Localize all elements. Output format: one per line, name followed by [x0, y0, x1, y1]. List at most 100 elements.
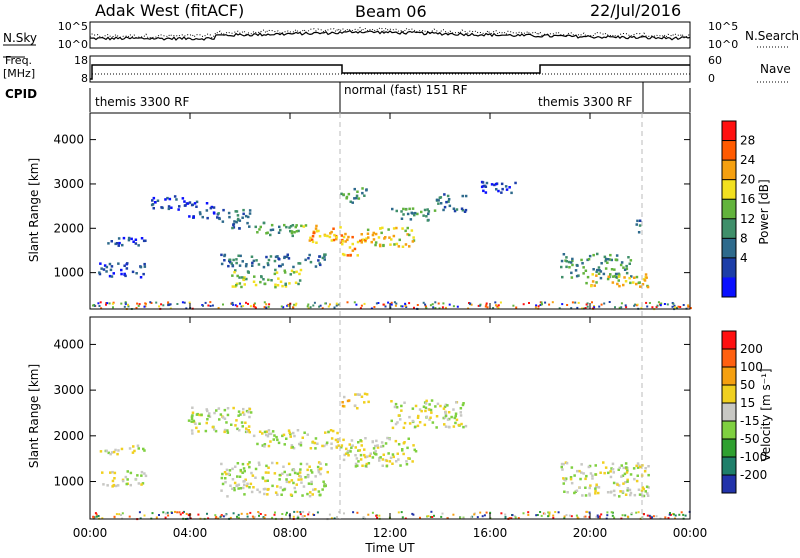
echo-cell: [99, 262, 102, 265]
echo-cell: [379, 456, 382, 459]
echo-cell: [108, 262, 112, 266]
echo-cell: [284, 283, 287, 286]
ground-scatter-cell: [390, 303, 393, 306]
ground-scatter-cell: [659, 304, 662, 307]
ground-scatter-cell: [588, 511, 591, 514]
echo-cell: [300, 478, 303, 481]
nsearch-tick-bottom: 10^0: [708, 38, 738, 51]
echo-cell: [582, 272, 585, 275]
echo-cell: [371, 233, 375, 237]
echo-cell: [304, 224, 308, 227]
ground-scatter-cell: [448, 303, 451, 306]
ground-scatter-cell: [476, 516, 479, 519]
echo-cell: [242, 467, 246, 470]
echo-cell: [239, 254, 242, 258]
echo-cell: [288, 431, 291, 434]
ground-scatter-cell: [299, 511, 302, 514]
echo-cell: [607, 275, 610, 278]
echo-cell: [257, 263, 261, 266]
ground-scatter-cell: [413, 306, 415, 309]
echo-cell: [446, 418, 450, 421]
echo-cell: [294, 490, 297, 494]
echo-cell: [374, 232, 378, 236]
ground-scatter-cell: [620, 302, 623, 305]
echo-cell: [382, 244, 385, 248]
echo-cell: [276, 493, 279, 496]
echo-cell: [412, 236, 415, 239]
ground-scatter-cell: [138, 303, 141, 306]
echo-cell: [604, 259, 607, 263]
echo-cell: [396, 452, 399, 455]
echo-cell: [293, 471, 297, 475]
echo-cell: [295, 230, 299, 233]
echo-cell: [249, 482, 253, 486]
echo-cell: [197, 430, 200, 433]
echo-cell: [374, 444, 377, 448]
echo-cell: [186, 202, 190, 205]
echo-cell: [411, 407, 415, 410]
echo-cell: [355, 194, 359, 198]
colorbar-tick-label: 8: [740, 231, 748, 245]
ground-scatter-cell: [127, 305, 130, 308]
echo-cell: [323, 253, 326, 256]
echo-cell: [444, 411, 447, 414]
ground-scatter-cell: [570, 307, 573, 310]
nsky-label: N.Sky: [3, 31, 37, 45]
ground-scatter-cell: [115, 513, 118, 516]
echo-cell: [637, 488, 641, 491]
echo-cell: [354, 465, 358, 468]
ground-scatter-cell: [540, 301, 543, 304]
ground-scatter-cell: [274, 511, 276, 514]
echo-cell: [114, 242, 117, 246]
ground-scatter-cell: [630, 512, 633, 515]
echo-cell: [400, 217, 404, 220]
echo-cell: [330, 447, 333, 450]
echo-cell: [604, 267, 608, 270]
echo-cell: [279, 486, 282, 489]
echo-cell: [341, 401, 344, 404]
echo-cell: [285, 225, 288, 229]
echo-cell: [372, 447, 376, 450]
ground-scatter-cell: [656, 304, 659, 307]
ground-scatter-cell: [321, 307, 324, 310]
ground-scatter-cell: [167, 304, 170, 307]
echo-cell: [624, 462, 628, 465]
echo-cell: [248, 465, 251, 469]
echo-cell: [265, 430, 268, 433]
echo-cell: [293, 486, 296, 490]
echo-cell: [500, 191, 503, 194]
echo-cell: [111, 479, 115, 483]
echo-cell: [273, 272, 277, 276]
ground-scatter-cell: [397, 511, 400, 514]
colorbar-swatch: [722, 421, 736, 440]
echo-cell: [117, 262, 120, 265]
echo-cell: [241, 216, 244, 219]
ground-scatter-cell: [167, 514, 170, 517]
echo-cell: [289, 273, 292, 276]
echo-cell: [274, 285, 277, 289]
echo-cell: [206, 418, 209, 421]
echo-cell: [341, 242, 344, 246]
ground-scatter-cell: [158, 514, 160, 516]
ground-scatter-cell: [620, 306, 623, 309]
ground-scatter-cell: [470, 516, 473, 519]
ground-scatter-cell: [537, 305, 540, 308]
ground-scatter-cell: [95, 515, 98, 518]
echo-cell: [314, 437, 318, 440]
echo-cell: [250, 471, 253, 475]
echo-cell: [110, 451, 114, 454]
ground-scatter-cell: [197, 513, 200, 516]
echo-cell: [402, 213, 405, 216]
echo-cell: [360, 395, 364, 398]
echo-cell: [646, 492, 649, 495]
echo-cell: [562, 253, 566, 256]
ground-scatter-cell: [155, 301, 158, 304]
echo-cell: [264, 487, 267, 491]
echo-cell: [108, 274, 112, 278]
echo-cell: [241, 260, 244, 263]
ground-scatter-cell: [394, 304, 397, 307]
echo-cell: [599, 270, 603, 273]
echo-cell: [207, 414, 210, 418]
freq-panel: Freq. [MHz] 18 8 60 0 Nave: [3, 54, 791, 85]
ground-scatter-cell: [306, 305, 309, 308]
